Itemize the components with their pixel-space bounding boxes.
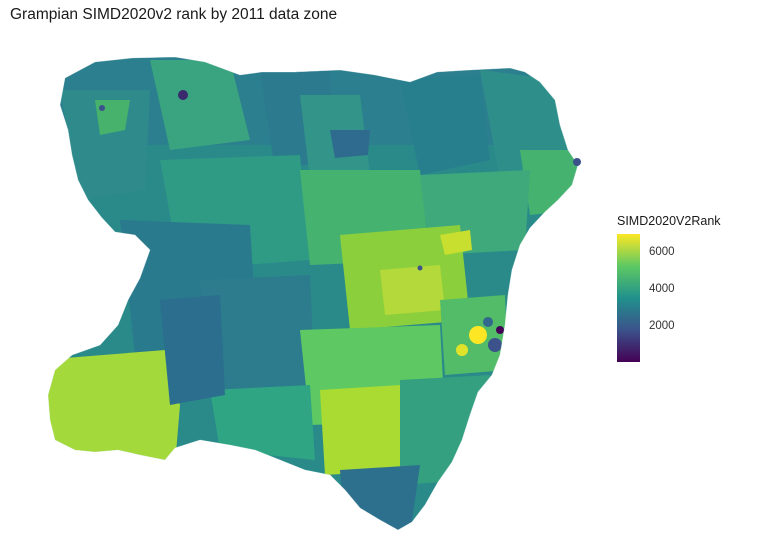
chart-title: Grampian SIMD2020v2 rank by 2011 data zo… bbox=[10, 6, 338, 23]
region-aberdeen-bright-1 bbox=[469, 326, 487, 344]
region-braemar bbox=[48, 350, 180, 470]
legend-title: SIMD2020V2Rank bbox=[617, 214, 721, 228]
region-inverurie-dark bbox=[417, 265, 423, 271]
legend-tick-4000 bbox=[640, 289, 644, 290]
legend-label-6000: 6000 bbox=[649, 246, 675, 258]
region-deeside bbox=[320, 385, 405, 475]
region-newmachar bbox=[440, 230, 472, 255]
region-banff bbox=[150, 60, 250, 150]
legend-tick-6000 bbox=[640, 252, 644, 253]
legend-tick-2000 bbox=[640, 326, 644, 327]
region-aboyne bbox=[210, 385, 315, 460]
legend-body: 6000 4000 2000 bbox=[617, 234, 721, 364]
legend: SIMD2020V2Rank 6000 4000 2000 bbox=[617, 214, 721, 364]
region-aberdeen-dark-1 bbox=[488, 338, 502, 352]
region-dark-patch bbox=[330, 130, 370, 158]
region-kintore bbox=[380, 265, 445, 315]
region-aberdeen-bright-2 bbox=[456, 344, 468, 356]
region-strathdon bbox=[200, 275, 315, 395]
region-glen-muick bbox=[160, 295, 225, 405]
region-peterhead-dark bbox=[573, 158, 581, 166]
region-buckie-dark bbox=[99, 105, 105, 111]
legend-colorbar bbox=[617, 234, 640, 362]
region-northeast bbox=[400, 75, 490, 175]
region-macduff-dark bbox=[178, 90, 188, 100]
region-northwest-town bbox=[95, 100, 130, 135]
region-northwest bbox=[60, 90, 150, 200]
region-aberdeen-dark-2 bbox=[483, 317, 493, 327]
legend-label-4000: 4000 bbox=[649, 283, 675, 295]
region-aberdeen-darkest bbox=[496, 326, 504, 334]
legend-label-2000: 2000 bbox=[649, 320, 675, 332]
region-outline bbox=[47, 56, 579, 531]
